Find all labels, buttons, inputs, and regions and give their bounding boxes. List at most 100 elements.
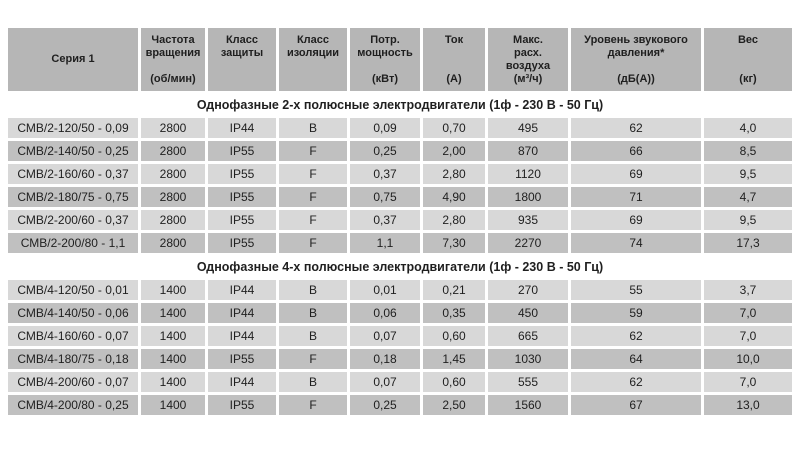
value-cell: IP55 (208, 395, 276, 415)
value-cell: 0,60 (423, 372, 485, 392)
table-row: СМВ/4-200/60 - 0,07 1400 IP44 B 0,07 0,60 555 6… (8, 372, 792, 392)
value-cell: IP55 (208, 210, 276, 230)
series-cell: СМВ/4-140/50 - 0,06 (8, 303, 138, 323)
series-cell: СМВ/2-140/50 - 0,25 (8, 141, 138, 161)
column-label-series: Серия 1 (51, 53, 95, 66)
value-cell: 1,45 (423, 349, 485, 369)
table-row: СМВ/4-180/75 - 0,18 1400 IP55 F 0,18 1,45 1030… (8, 349, 792, 369)
value-cell: 0,37 (350, 164, 420, 184)
value-cell: B (279, 303, 347, 323)
section-title-row: Однофазные 2-х полюсные электродвигатели… (8, 94, 792, 115)
column-label-sound-level: Уровень звукового давления* (584, 34, 688, 59)
table-row: СМВ/2-200/80 - 1,1 2800 IP55 F 1,1 7,30 2270 74… (8, 233, 792, 253)
value-cell: 7,0 (704, 326, 792, 346)
value-cell: 0,21 (423, 280, 485, 300)
table-row: СМВ/2-120/50 - 0,09 2800 IP44 B 0,09 0,70 495 6… (8, 118, 792, 138)
value-cell: 2,80 (423, 210, 485, 230)
value-cell: 7,0 (704, 303, 792, 323)
table-row: СМВ/2-160/60 - 0,37 2800 IP55 F 0,37 2,80 1120… (8, 164, 792, 184)
value-cell: 1400 (141, 303, 205, 323)
value-cell: 0,70 (423, 118, 485, 138)
value-cell: F (279, 164, 347, 184)
value-cell: 1120 (488, 164, 568, 184)
table-row: СМВ/2-180/75 - 0,75 2800 IP55 F 0,75 4,90 1800… (8, 187, 792, 207)
column-unit-sound-level: (дБ(А)) (617, 72, 655, 85)
header-cell-series: Серия 1 (8, 28, 138, 91)
value-cell: 870 (488, 141, 568, 161)
value-cell: 62 (571, 326, 701, 346)
series-cell: СМВ/2-200/80 - 1,1 (8, 233, 138, 253)
series-cell: СМВ/4-180/75 - 0,18 (8, 349, 138, 369)
value-cell: 4,0 (704, 118, 792, 138)
header-cell-insulation-class: Класс изоляции (279, 28, 347, 91)
value-cell: F (279, 395, 347, 415)
value-cell: 0,25 (350, 141, 420, 161)
value-cell: 62 (571, 118, 701, 138)
column-unit-current: (А) (446, 72, 462, 85)
series-cell: СМВ/4-160/60 - 0,07 (8, 326, 138, 346)
table-row: СМВ/2-200/60 - 0,37 2800 IP55 F 0,37 2,80 935 6… (8, 210, 792, 230)
value-cell: 2,00 (423, 141, 485, 161)
value-cell: 0,37 (350, 210, 420, 230)
value-cell: IP55 (208, 349, 276, 369)
value-cell: 0,25 (350, 395, 420, 415)
value-cell: 1560 (488, 395, 568, 415)
value-cell: IP55 (208, 187, 276, 207)
value-cell: 0,35 (423, 303, 485, 323)
value-cell: 69 (571, 164, 701, 184)
header-row: Серия 1 Частота вращения (об/мин) Класс … (8, 28, 792, 91)
header-cell-weight: Вес (кг) (704, 28, 792, 91)
value-cell: F (279, 233, 347, 253)
value-cell: 7,30 (423, 233, 485, 253)
column-unit-weight: (кг) (739, 72, 757, 85)
table-row: СМВ/4-140/50 - 0,06 1400 IP44 B 0,06 0,35 450 5… (8, 303, 792, 323)
series-cell: СМВ/2-200/60 - 0,37 (8, 210, 138, 230)
section-title-row: Однофазные 4-х полюсные электродвигатели… (8, 256, 792, 277)
column-label-insulation-class: Класс изоляции (286, 34, 340, 59)
series-cell: СМВ/2-120/50 - 0,09 (8, 118, 138, 138)
value-cell: IP44 (208, 280, 276, 300)
header-cell-speed: Частота вращения (об/мин) (141, 28, 205, 91)
value-cell: 1400 (141, 349, 205, 369)
value-cell: 450 (488, 303, 568, 323)
value-cell: 2800 (141, 187, 205, 207)
value-cell: 2800 (141, 233, 205, 253)
section-title: Однофазные 4-х полюсные электродвигатели… (8, 256, 792, 277)
value-cell: 2,80 (423, 164, 485, 184)
table-body: Однофазные 2-х полюсные электродвигатели… (8, 94, 792, 415)
column-label-protection-class: Класс защиты (220, 34, 264, 59)
value-cell: 66 (571, 141, 701, 161)
column-unit-speed: (об/мин) (150, 72, 196, 85)
motor-spec-table: Серия 1 Частота вращения (об/мин) Класс … (5, 25, 795, 418)
value-cell: 1030 (488, 349, 568, 369)
value-cell: 1400 (141, 395, 205, 415)
value-cell: 9,5 (704, 210, 792, 230)
value-cell: 64 (571, 349, 701, 369)
catalog-page: Серия 1 Частота вращения (об/мин) Класс … (0, 25, 800, 475)
value-cell: 55 (571, 280, 701, 300)
value-cell: 2800 (141, 164, 205, 184)
value-cell: F (279, 141, 347, 161)
column-label-airflow: Макс. расх. воздуха (505, 34, 551, 72)
value-cell: 0,07 (350, 326, 420, 346)
column-unit-power: (кВт) (371, 72, 399, 85)
value-cell: 4,7 (704, 187, 792, 207)
table-header: Серия 1 Частота вращения (об/мин) Класс … (8, 28, 792, 91)
value-cell: 74 (571, 233, 701, 253)
value-cell: F (279, 210, 347, 230)
value-cell: 2800 (141, 118, 205, 138)
value-cell: 3,7 (704, 280, 792, 300)
table-row: СМВ/4-200/80 - 0,25 1400 IP55 F 0,25 2,50 1560… (8, 395, 792, 415)
table-row: СМВ/2-140/50 - 0,25 2800 IP55 F 0,25 2,00 870 6… (8, 141, 792, 161)
value-cell: 67 (571, 395, 701, 415)
value-cell: 13,0 (704, 395, 792, 415)
value-cell: 0,07 (350, 372, 420, 392)
value-cell: 0,60 (423, 326, 485, 346)
value-cell: 935 (488, 210, 568, 230)
series-cell: СМВ/4-120/50 - 0,01 (8, 280, 138, 300)
header-cell-power: Потр. мощность (кВт) (350, 28, 420, 91)
value-cell: 0,06 (350, 303, 420, 323)
column-unit-airflow: (м³/ч) (513, 72, 543, 85)
value-cell: F (279, 187, 347, 207)
column-label-speed: Частота вращения (145, 34, 201, 59)
